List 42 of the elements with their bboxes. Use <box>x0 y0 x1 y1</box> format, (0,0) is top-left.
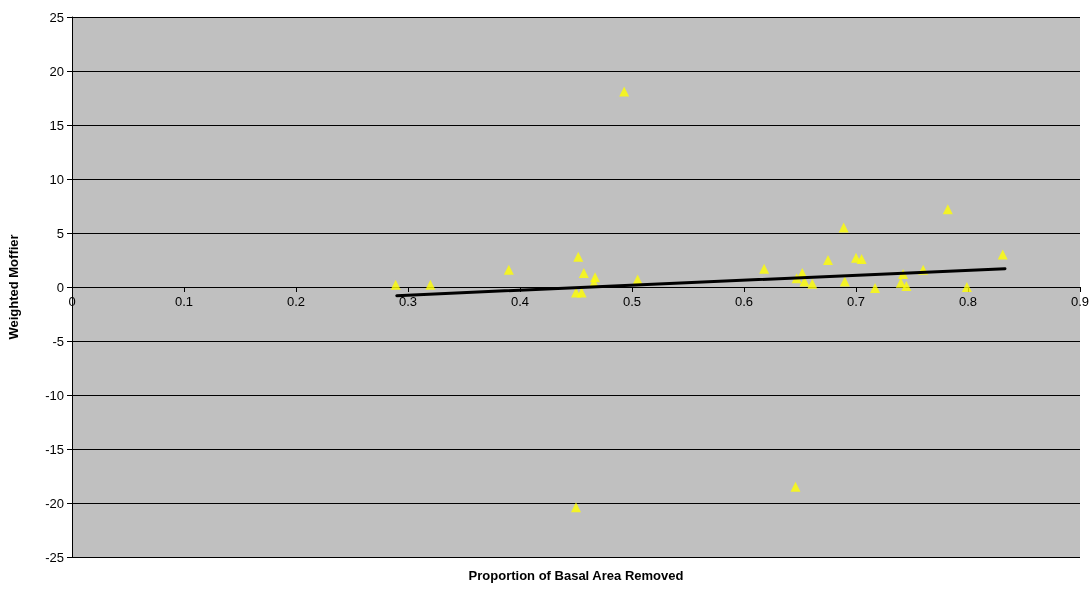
point <box>839 276 850 287</box>
point <box>895 277 906 288</box>
point <box>425 279 436 290</box>
point <box>961 282 972 292</box>
y-tick-label: -5 <box>52 333 64 349</box>
point <box>807 278 818 289</box>
x-tick-label: 0.4 <box>510 294 530 309</box>
x-axis-title: Proportion of Basal Area Removed <box>468 568 684 583</box>
point <box>997 249 1008 260</box>
y-tick-label: 25 <box>49 9 64 25</box>
point <box>790 481 801 492</box>
point <box>856 253 867 264</box>
y-tick-label: -10 <box>45 387 64 403</box>
y-tick-label: 10 <box>49 171 64 187</box>
point <box>390 279 401 290</box>
y-tick-label: 0 <box>56 279 64 295</box>
x-tick-label: 0.8 <box>958 294 978 309</box>
point <box>901 280 912 291</box>
point <box>571 502 581 513</box>
y-tick-label: -15 <box>45 441 64 457</box>
x-tick-label: 0.7 <box>846 294 866 309</box>
x-tick-label: 0.1 <box>174 294 194 309</box>
x-tick-label: 0.9 <box>1070 294 1090 309</box>
x-tick-label: 0.2 <box>286 294 306 309</box>
y-tick-label: 5 <box>56 225 64 241</box>
point <box>759 263 770 274</box>
point <box>503 264 514 275</box>
point <box>942 204 953 215</box>
point <box>619 86 630 97</box>
y-tick-label: 15 <box>49 117 64 133</box>
point <box>823 255 833 265</box>
x-tick-label: 0.5 <box>622 294 642 309</box>
point <box>578 267 589 278</box>
x-tick-label: 0.3 <box>398 294 418 309</box>
point <box>573 251 584 262</box>
y-axis-title: Weighted Moffier <box>6 234 21 340</box>
point <box>838 222 849 233</box>
point <box>870 283 881 294</box>
y-tick-label: 20 <box>49 63 64 79</box>
y-tick-label: -20 <box>45 495 64 511</box>
y-tick-label: -25 <box>45 549 64 565</box>
x-tick-label: 0.6 <box>734 294 754 309</box>
